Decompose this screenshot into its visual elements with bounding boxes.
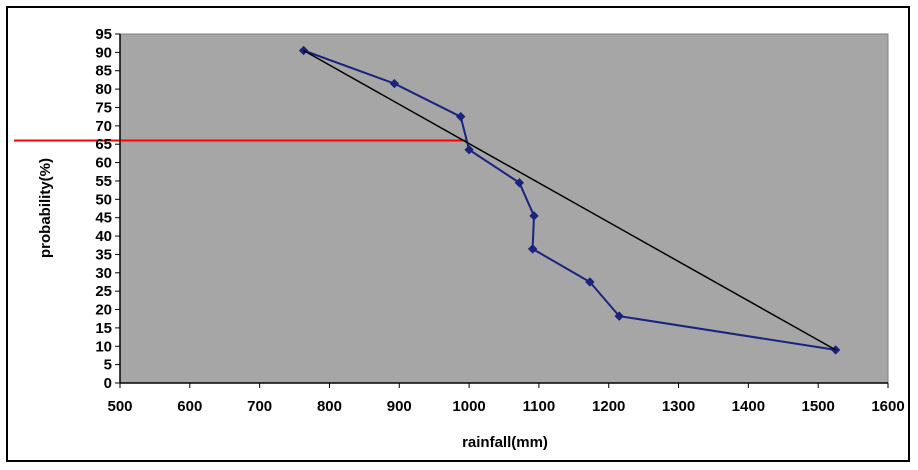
y-tick-label: 25 bbox=[95, 283, 112, 300]
data-point-4 bbox=[464, 145, 474, 155]
x-axis-label: rainfall(mm) bbox=[462, 434, 548, 451]
y-tick-label: 50 bbox=[95, 191, 112, 208]
x-tick-label: 1100 bbox=[523, 398, 556, 415]
y-tick-label: 90 bbox=[95, 44, 112, 61]
x-tick-label: 700 bbox=[247, 398, 272, 415]
x-tick-label: 600 bbox=[177, 398, 202, 415]
y-tick-label: 35 bbox=[95, 246, 112, 263]
data-point-7 bbox=[527, 244, 538, 254]
x-tick-label: 1500 bbox=[801, 398, 834, 415]
data-point-8 bbox=[585, 277, 595, 287]
data-point-9 bbox=[614, 311, 624, 321]
data-point-6 bbox=[529, 211, 539, 221]
y-tick-label: 45 bbox=[95, 210, 112, 227]
data-point-3 bbox=[456, 111, 466, 122]
y-tick-label: 5 bbox=[104, 357, 112, 374]
x-tick-label: 1600 bbox=[871, 398, 904, 415]
y-tick-label: 65 bbox=[95, 136, 112, 153]
series-line-1 bbox=[303, 49, 836, 351]
x-tick-label: 1000 bbox=[452, 398, 485, 415]
y-tick-label: 30 bbox=[95, 265, 112, 282]
x-tick-label: 900 bbox=[387, 398, 412, 415]
x-tick-label: 500 bbox=[107, 398, 132, 415]
x-tick-label: 1400 bbox=[732, 398, 765, 415]
y-tick-label: 0 bbox=[104, 375, 112, 392]
y-axis-label: probability(%) bbox=[37, 158, 54, 258]
y-tick-label: 85 bbox=[95, 63, 112, 80]
y-tick-label: 80 bbox=[95, 81, 112, 98]
y-tick-label: 15 bbox=[95, 320, 112, 337]
series-line-2 bbox=[303, 49, 836, 351]
y-tick-label: 55 bbox=[95, 173, 112, 190]
y-tick-label: 60 bbox=[95, 155, 112, 172]
x-tick-label: 800 bbox=[317, 398, 342, 415]
plot-area bbox=[119, 33, 889, 384]
x-tick-label: 1300 bbox=[662, 398, 695, 415]
y-tick-label: 20 bbox=[95, 302, 112, 319]
y-tick-label: 70 bbox=[95, 118, 112, 135]
x-tick-label: 1200 bbox=[592, 398, 625, 415]
y-tick-label: 95 bbox=[95, 26, 112, 43]
y-tick-label: 40 bbox=[95, 228, 112, 245]
data-point-5 bbox=[514, 178, 525, 188]
data-point-2 bbox=[389, 78, 400, 89]
y-tick-label: 10 bbox=[95, 338, 112, 355]
y-tick-label: 75 bbox=[95, 99, 112, 116]
